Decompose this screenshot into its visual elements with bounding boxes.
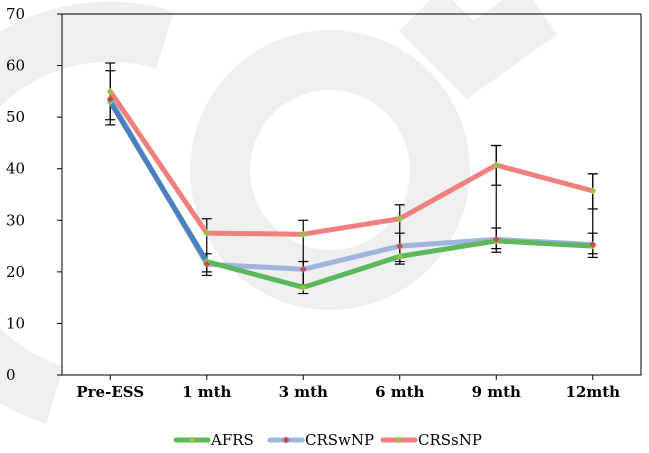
data-point-crssnp bbox=[396, 215, 404, 223]
data-point-crswnp bbox=[492, 235, 500, 243]
legend-label-crssnp: CRSsNP bbox=[418, 431, 482, 449]
series-lines bbox=[106, 87, 597, 291]
data-point-crssnp bbox=[589, 187, 597, 195]
data-point-crswnp bbox=[203, 260, 211, 268]
y-tick-label: 50 bbox=[6, 108, 25, 126]
legend-marker-afrs bbox=[188, 436, 196, 444]
watermark-arc-left bbox=[0, 1, 174, 424]
legend: AFRS CRSwNP CRSsNP bbox=[173, 431, 482, 449]
y-tick-label: 40 bbox=[6, 160, 25, 178]
series-line-crssnp bbox=[107, 88, 596, 237]
data-point-crswnp bbox=[299, 265, 307, 273]
legend-marker-crswnp bbox=[282, 436, 290, 444]
x-category-label: 1 mth bbox=[182, 383, 231, 401]
x-category-label: 12mth bbox=[565, 383, 620, 401]
x-category-label: 3 mth bbox=[279, 383, 328, 401]
y-tick-label: 70 bbox=[6, 5, 25, 23]
x-category-label: Pre-ESS bbox=[76, 383, 144, 401]
legend-marker-crssnp bbox=[395, 436, 403, 444]
data-point-crssnp bbox=[299, 230, 307, 238]
legend-label-afrs: AFRS bbox=[210, 431, 254, 449]
x-category-label: 9 mth bbox=[472, 383, 521, 401]
y-tick-label: 20 bbox=[6, 263, 25, 281]
data-point-crssnp bbox=[106, 87, 114, 95]
y-tick-label: 30 bbox=[6, 211, 25, 229]
data-point-crswnp bbox=[106, 95, 114, 103]
series-line-overlay bbox=[107, 99, 210, 265]
data-point-afrs bbox=[299, 283, 307, 291]
data-point-crswnp bbox=[396, 242, 404, 250]
y-tick-label: 0 bbox=[6, 366, 16, 384]
legend-label-crswnp: CRSwNP bbox=[305, 431, 374, 449]
data-point-crssnp bbox=[492, 161, 500, 169]
y-tick-label: 60 bbox=[6, 57, 25, 75]
data-point-afrs bbox=[396, 252, 404, 260]
data-point-crssnp bbox=[203, 229, 211, 237]
axes: 0 10 20 30 40 50 60 70 Pre-ESS 1 mth 3 mth 6 mth 9 m… bbox=[6, 5, 642, 401]
plot-frame bbox=[61, 13, 642, 376]
y-tick-label: 10 bbox=[6, 314, 25, 332]
watermark-layer bbox=[0, 0, 558, 424]
data-point-crswnp bbox=[589, 241, 597, 249]
x-category-label: 6 mth bbox=[375, 383, 424, 401]
watermark-stroke-right bbox=[398, 0, 558, 100]
